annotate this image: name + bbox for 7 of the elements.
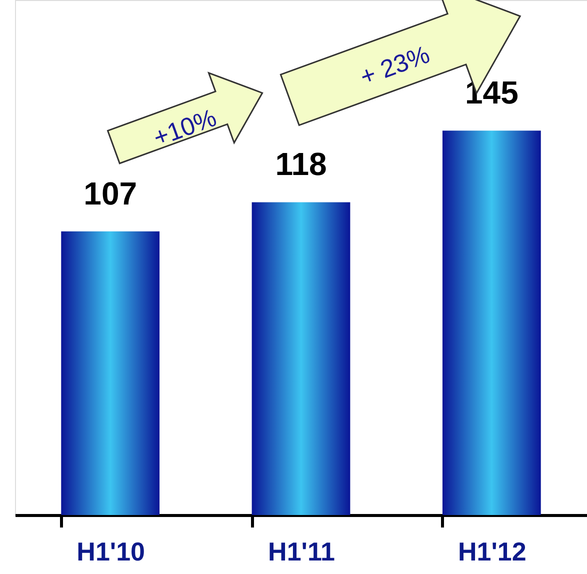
- annotation: +10%: [150, 104, 220, 152]
- text: + 23%: [356, 40, 434, 92]
- data-label: 107: [84, 175, 138, 212]
- x-tick-label: H1'11: [268, 536, 335, 566]
- x-tick-label: H1'12: [458, 536, 526, 566]
- x-tick-label: H1'10: [76, 536, 146, 566]
- data-label: 118: [275, 146, 327, 182]
